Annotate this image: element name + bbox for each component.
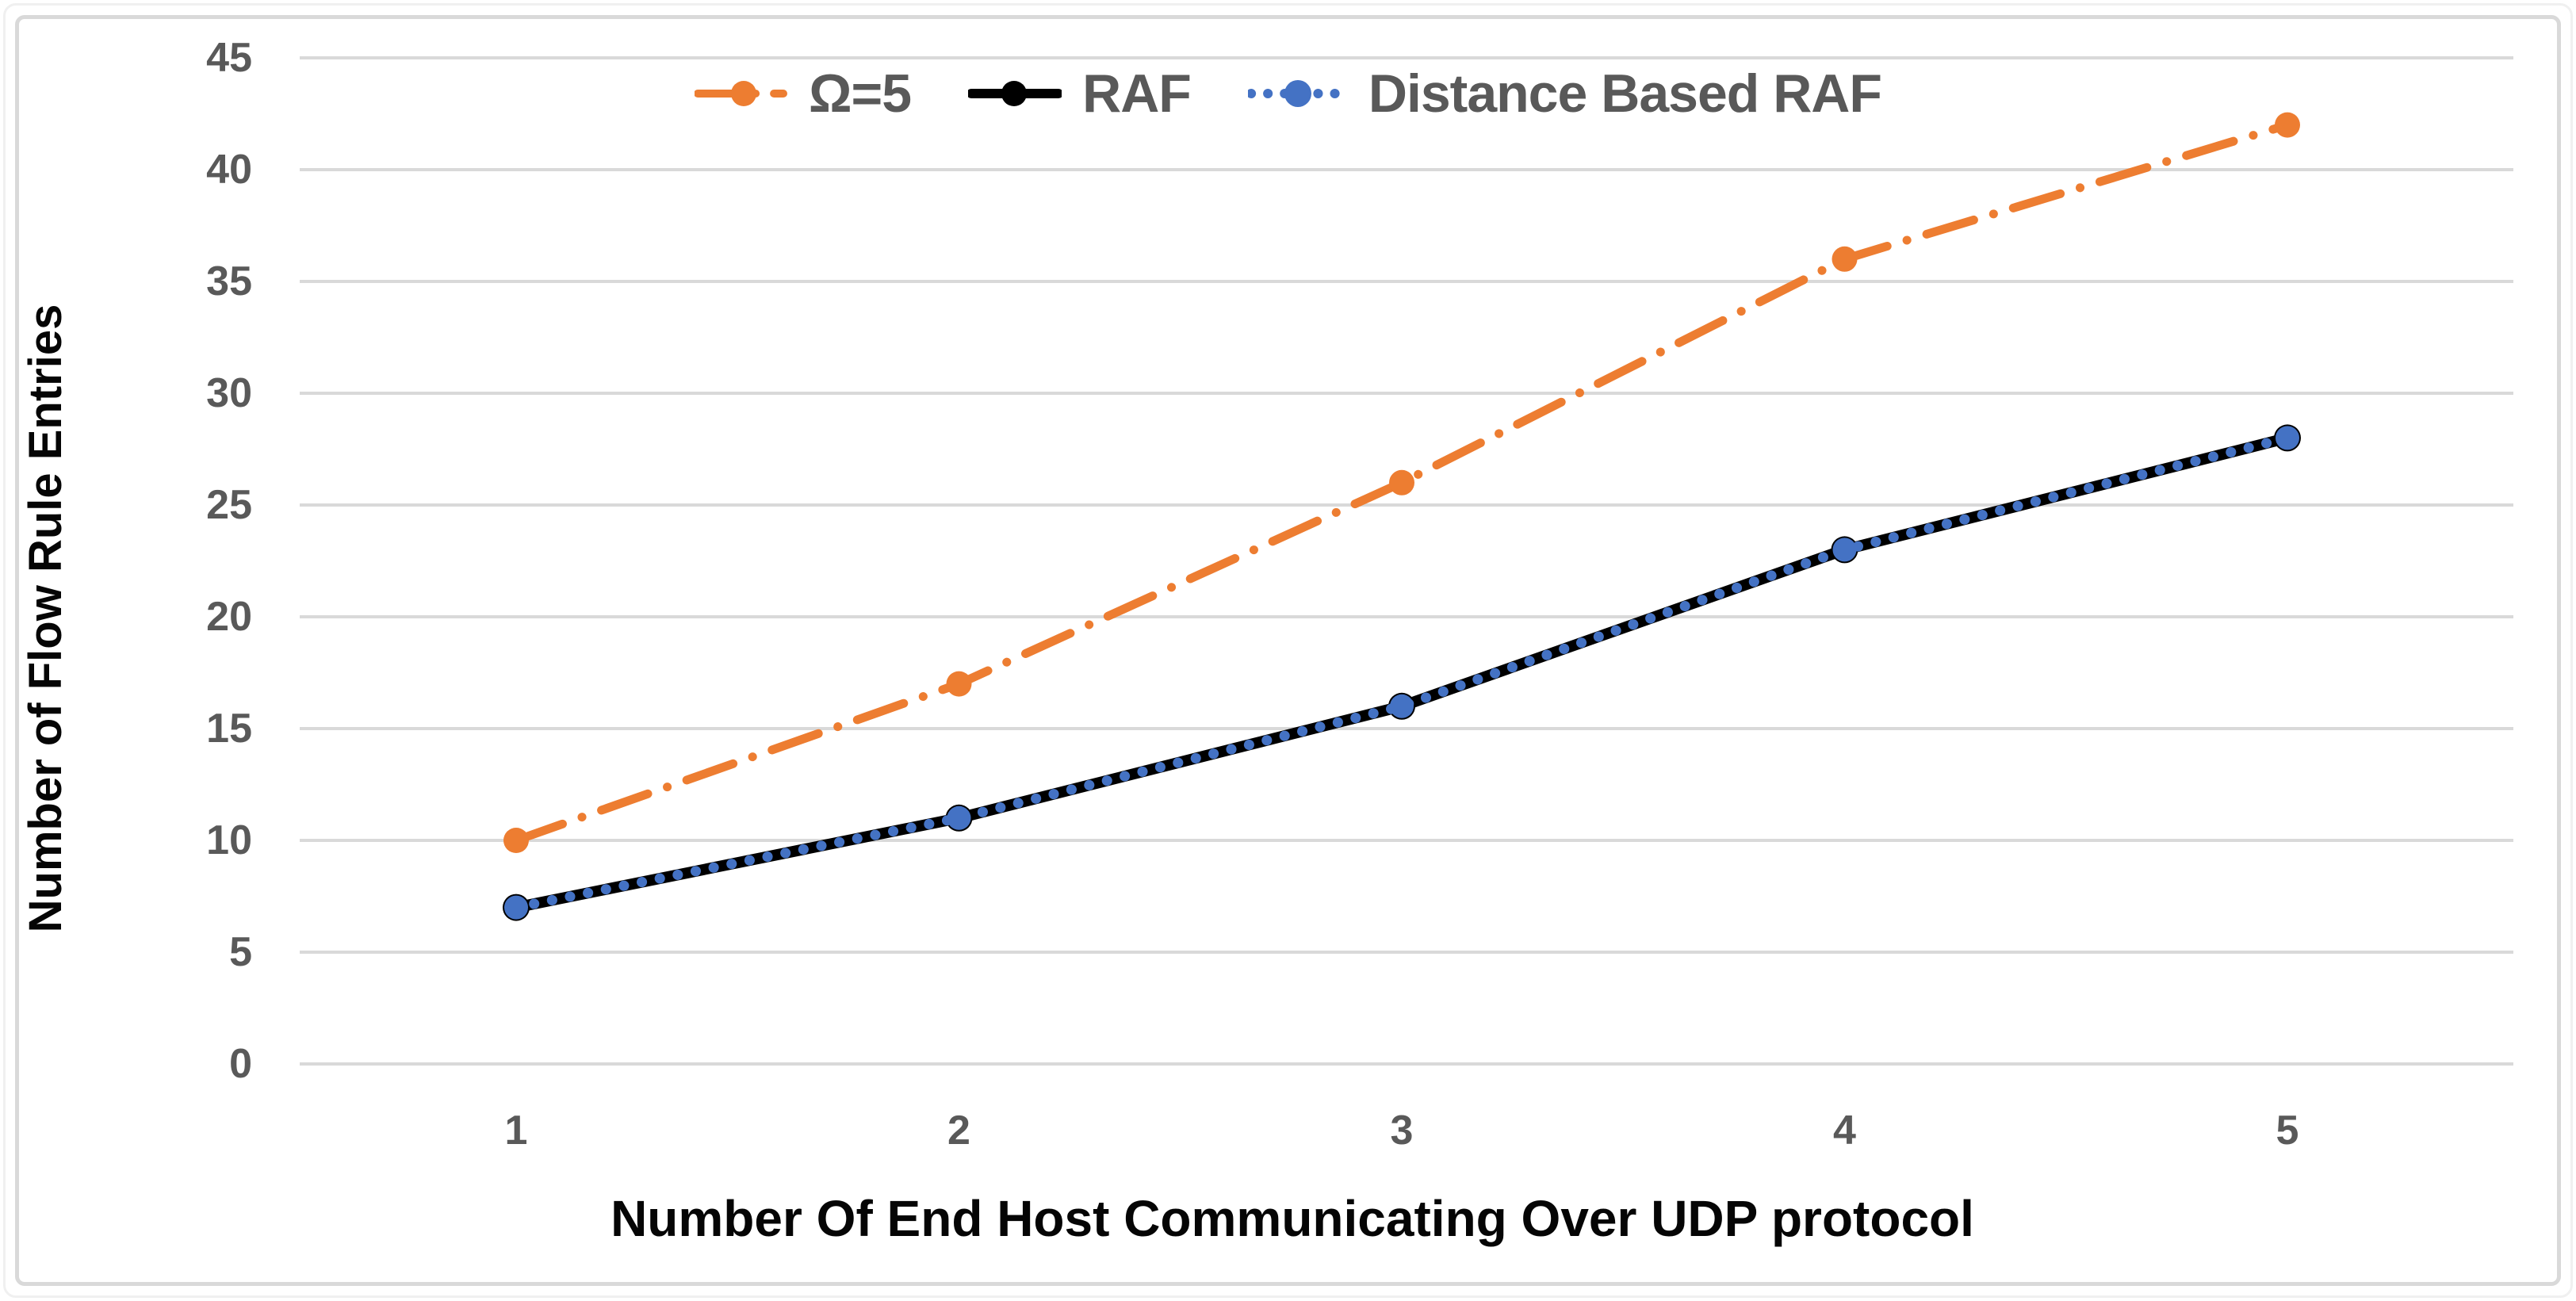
data-point-distance-based-raf-x5 xyxy=(2276,426,2299,450)
data-point-distance-based-raf-x2 xyxy=(947,805,971,830)
legend-marker-raf xyxy=(1001,81,1028,106)
data-point-omega-5-x3 xyxy=(1389,469,1414,496)
data-point-omega-5-x4 xyxy=(1832,246,1858,272)
x-tick-label-1: 1 xyxy=(504,1108,528,1154)
legend-sample-omega-5 xyxy=(695,81,788,106)
data-point-distance-based-raf-x4 xyxy=(1832,538,1857,562)
legend-label-omega-5: Ω=5 xyxy=(809,63,912,124)
x-tick-label-5: 5 xyxy=(2276,1108,2299,1154)
legend: Ω=5 RAF Distance Based RAF xyxy=(0,67,2576,121)
x-tick-label-3: 3 xyxy=(1390,1108,1414,1154)
y-tick-label-35: 35 xyxy=(206,258,252,304)
series-line-distance-based-raf xyxy=(511,432,2293,913)
y-tick-label-15: 15 xyxy=(206,706,252,752)
legend-sample-raf xyxy=(968,81,1062,106)
legend-item-omega-5: Ω=5 xyxy=(695,63,912,124)
y-tick-label-0: 0 xyxy=(229,1041,252,1087)
legend-item-raf: RAF xyxy=(968,63,1192,124)
x-tick-label-2: 2 xyxy=(947,1108,970,1154)
data-point-omega-5-x1 xyxy=(503,828,529,853)
y-tick-label-40: 40 xyxy=(206,147,252,193)
y-tick-label-20: 20 xyxy=(206,594,252,640)
legend-sample-distance-based-raf xyxy=(1247,80,1348,107)
x-tick-label-4: 4 xyxy=(1833,1108,1856,1154)
data-point-omega-5-x5 xyxy=(2275,112,2300,138)
legend-label-raf: RAF xyxy=(1082,63,1192,124)
legend-marker-omega-5 xyxy=(731,81,757,106)
data-point-distance-based-raf-x1 xyxy=(504,895,528,920)
y-tick-label-30: 30 xyxy=(206,370,252,416)
legend-item-distance-based-raf: Distance Based RAF xyxy=(1247,63,1882,124)
x-axis-title: Number Of End Host Communicating Over UD… xyxy=(611,1190,1974,1247)
y-tick-label-25: 25 xyxy=(206,482,252,528)
y-tick-label-10: 10 xyxy=(206,817,252,863)
legend-label-distance-based-raf: Distance Based RAF xyxy=(1368,63,1882,124)
data-point-distance-based-raf-x3 xyxy=(1390,694,1414,718)
y-tick-label-5: 5 xyxy=(229,929,252,975)
data-point-omega-5-x2 xyxy=(946,671,972,697)
legend-marker-distance-based-raf xyxy=(1284,80,1311,107)
y-tick-label-45: 45 xyxy=(206,35,252,81)
